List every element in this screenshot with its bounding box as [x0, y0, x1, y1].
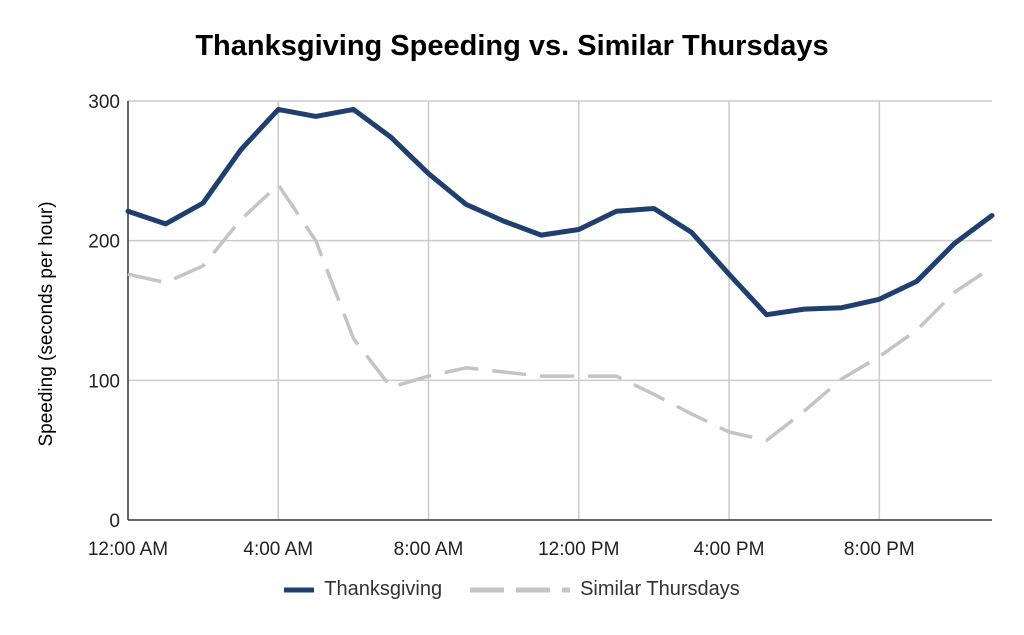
grid-lines — [128, 100, 992, 520]
axes — [127, 101, 992, 521]
x-tick-label: 12:00 AM — [88, 539, 168, 560]
y-tick-label: 200 — [88, 232, 120, 253]
y-tick-label: 100 — [88, 371, 120, 392]
series-line-similar-thursdays[interactable] — [127, 183, 993, 443]
chart-title: Thanksgiving Speeding vs. Similar Thursd… — [195, 30, 829, 62]
y-tick-label: 300 — [88, 92, 120, 113]
y-axis-label: Speeding (seconds per hour) — [36, 201, 57, 446]
x-tick-label: 12:00 PM — [538, 539, 619, 560]
legend-item-thanksgiving[interactable]: Thanksgiving — [284, 578, 442, 601]
legend: Thanksgiving Similar Thursdays — [0, 578, 1024, 601]
legend-swatch-thanksgiving — [284, 587, 315, 592]
tick-labels: 0 100 200 300 12:00 AM 4:00 AM 8:00 AM 12:00 PM… — [88, 92, 915, 560]
series-lines — [125, 106, 995, 443]
x-tick-label: 4:00 PM — [694, 539, 765, 560]
x-tick-label: 4:00 AM — [243, 539, 313, 560]
y-tick-label: 0 — [109, 511, 120, 532]
legend-label-similar-thursdays: Similar Thursdays — [580, 578, 740, 600]
legend-swatch-similar-thursdays — [470, 587, 571, 592]
legend-item-similar-thursdays[interactable]: Similar Thursdays — [470, 578, 740, 601]
legend-label-thanksgiving: Thanksgiving — [324, 578, 443, 600]
series-line-thanksgiving[interactable] — [125, 106, 995, 318]
x-tick-label: 8:00 AM — [394, 539, 464, 560]
x-tick-label: 8:00 PM — [844, 539, 915, 560]
